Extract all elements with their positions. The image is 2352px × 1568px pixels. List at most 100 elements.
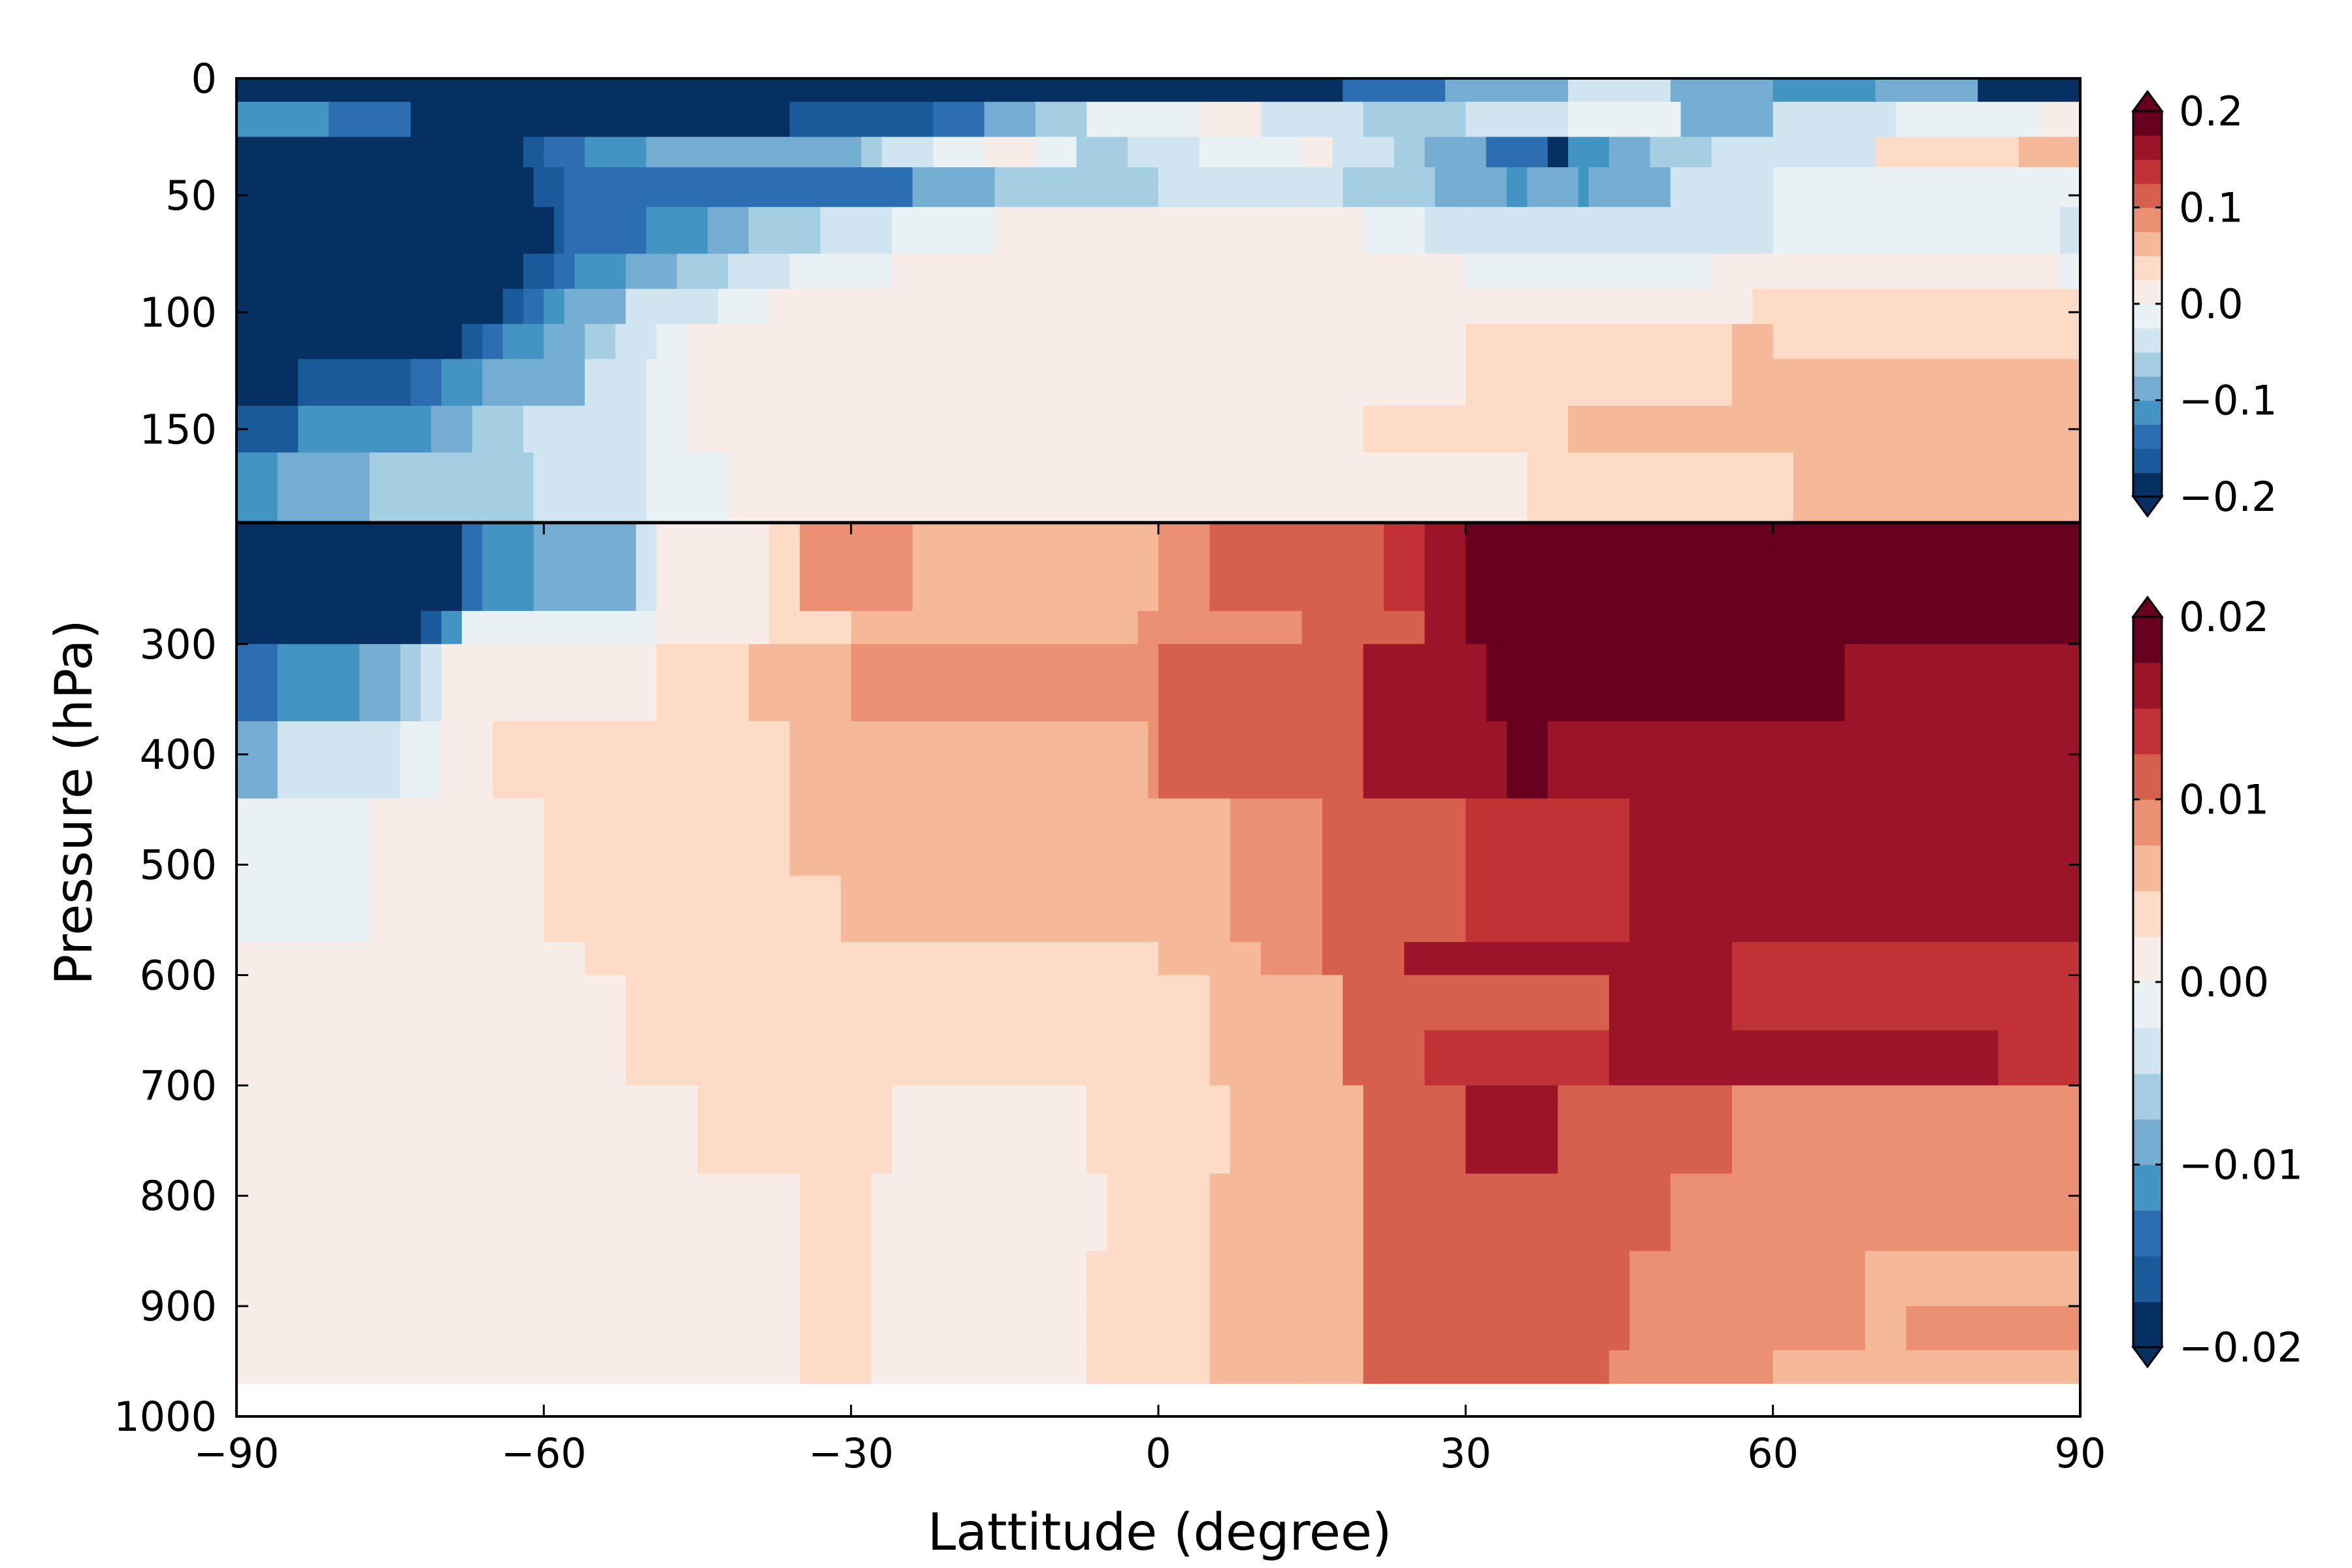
heatmap-cell: [1732, 359, 1794, 406]
heatmap-cell: [523, 289, 545, 325]
heatmap-cell: [1404, 941, 1733, 976]
heatmap-cell: [482, 323, 504, 360]
heatmap-cell: [1209, 1030, 1282, 1086]
heatmap-cell: [1465, 101, 1569, 138]
heatmap-cell: [677, 253, 729, 289]
y-tick-label: 900: [140, 1282, 217, 1330]
heatmap-cell: [1363, 253, 1467, 289]
heatmap-cell: [1568, 406, 1733, 453]
heatmap-cell: [1772, 1350, 2081, 1384]
heatmap-cell: [748, 206, 821, 255]
heatmap-cell: [933, 101, 985, 138]
heatmap-cell: [1076, 137, 1128, 168]
heatmap-cell: [482, 523, 534, 612]
heatmap-cell: [502, 323, 545, 360]
colorbar-swatch: [2133, 351, 2162, 377]
heatmap-cell: [237, 1173, 801, 1252]
y-tick-label: 700: [140, 1062, 217, 1109]
heatmap-cell: [544, 137, 585, 168]
colorbar-swatch: [2133, 183, 2162, 208]
heatmap-cell: [585, 289, 627, 325]
heatmap-cell: [1568, 101, 1682, 138]
heatmap-cell: [1230, 875, 1323, 943]
heatmap-cell: [1383, 798, 1467, 877]
heatmap-cell: [1978, 78, 2019, 103]
heatmap-cell: [656, 323, 688, 360]
heatmap-cell: [1383, 875, 1467, 943]
heatmap-cell: [1209, 1173, 1323, 1252]
heatmap-cell: [1209, 1306, 1303, 1351]
colorbar-swatch: [2133, 1164, 2162, 1211]
upper-panel: [237, 78, 2081, 523]
y-tick-label: 800: [140, 1172, 217, 1220]
heatmap-cell: [1670, 78, 1774, 103]
colorbar-lower: 0.02 0.01 0.00 −0.01 −0.02: [2131, 593, 2303, 1371]
heatmap-cell: [656, 523, 708, 612]
heatmap-cell: [237, 644, 278, 722]
heatmap-cell: [1772, 206, 2061, 255]
heatmap-cell: [1680, 101, 1774, 138]
heatmap-cell: [892, 1085, 1088, 1175]
heatmap-cell: [1343, 1030, 1426, 1086]
heatmap-cell: [1158, 611, 1303, 645]
heatmap-cell: [1732, 323, 1774, 360]
heatmap-cell: [1301, 1250, 1364, 1307]
heatmap-cell: [237, 101, 329, 138]
heatmap-cell: [1056, 359, 1159, 406]
colorbar-extend-min: [2131, 495, 2164, 518]
heatmap-cell: [1609, 975, 1733, 1031]
heatmap-cell: [400, 644, 421, 722]
heatmap-cell: [1629, 1306, 1866, 1351]
heatmap-cell: [1465, 323, 1569, 360]
x-tick-label: −60: [501, 1429, 587, 1477]
heatmap-cell: [789, 101, 934, 138]
heatmap-cell: [1158, 798, 1231, 877]
heatmap-cell: [1322, 1173, 1364, 1252]
heatmap-cell: [1158, 78, 1241, 103]
heatmap-cell: [841, 875, 1159, 943]
heatmap-cell: [1772, 101, 1897, 138]
heatmap-cell: [237, 206, 555, 255]
heatmap-cell: [1343, 78, 1446, 103]
heatmap-cell: [687, 406, 719, 453]
heatmap-cell: [277, 644, 360, 722]
heatmap-cell: [1507, 167, 1528, 208]
heatmap-cell: [933, 137, 985, 168]
heatmap-cell: [1363, 1085, 1467, 1175]
x-tick-label: 30: [1440, 1429, 1492, 1477]
heatmap-cell: [1465, 611, 2081, 645]
heatmap-cell: [2059, 253, 2081, 289]
heatmap-cell: [2018, 78, 2081, 103]
x-tick-label: −30: [808, 1429, 894, 1477]
heatmap-cell: [237, 1030, 627, 1086]
heatmap-cell: [237, 975, 627, 1031]
heatmap-cell: [1772, 78, 1876, 103]
heatmap-cell: [1332, 137, 1395, 168]
colorbar-swatch: [2133, 936, 2162, 983]
heatmap-cell: [1301, 611, 1364, 645]
heatmap-cell: [564, 167, 852, 208]
heatmap-cell: [544, 798, 791, 877]
colorbar-swatch: [2133, 890, 2162, 937]
heatmap-cell: [1670, 323, 1733, 360]
heatmap-cell: [1363, 1306, 1630, 1351]
heatmap-cell: [1281, 721, 1364, 799]
heatmap-cell: [1465, 206, 1774, 255]
x-tick-label: 90: [2055, 1429, 2106, 1477]
heatmap-cell: [1137, 611, 1159, 645]
heatmap-cell: [237, 359, 299, 406]
heatmap-cell: [1793, 359, 2081, 406]
colorbar-swatch: [2133, 231, 2162, 257]
colorbar-swatch: [2133, 1027, 2162, 1074]
heatmap-cell: [2039, 101, 2081, 138]
heatmap-cell: [1301, 1306, 1364, 1351]
heatmap-cell: [769, 523, 800, 612]
heatmap-cell: [1035, 137, 1077, 168]
heatmap-cell: [708, 611, 770, 645]
colorbar-swatch: [2133, 1073, 2162, 1120]
heatmap-cell: [1476, 167, 1507, 208]
heatmap-cell: [872, 1306, 1087, 1351]
heatmap-cell: [800, 1173, 872, 1252]
heatmap-cell: [237, 253, 524, 289]
heatmap-cell: [1865, 1250, 2081, 1307]
